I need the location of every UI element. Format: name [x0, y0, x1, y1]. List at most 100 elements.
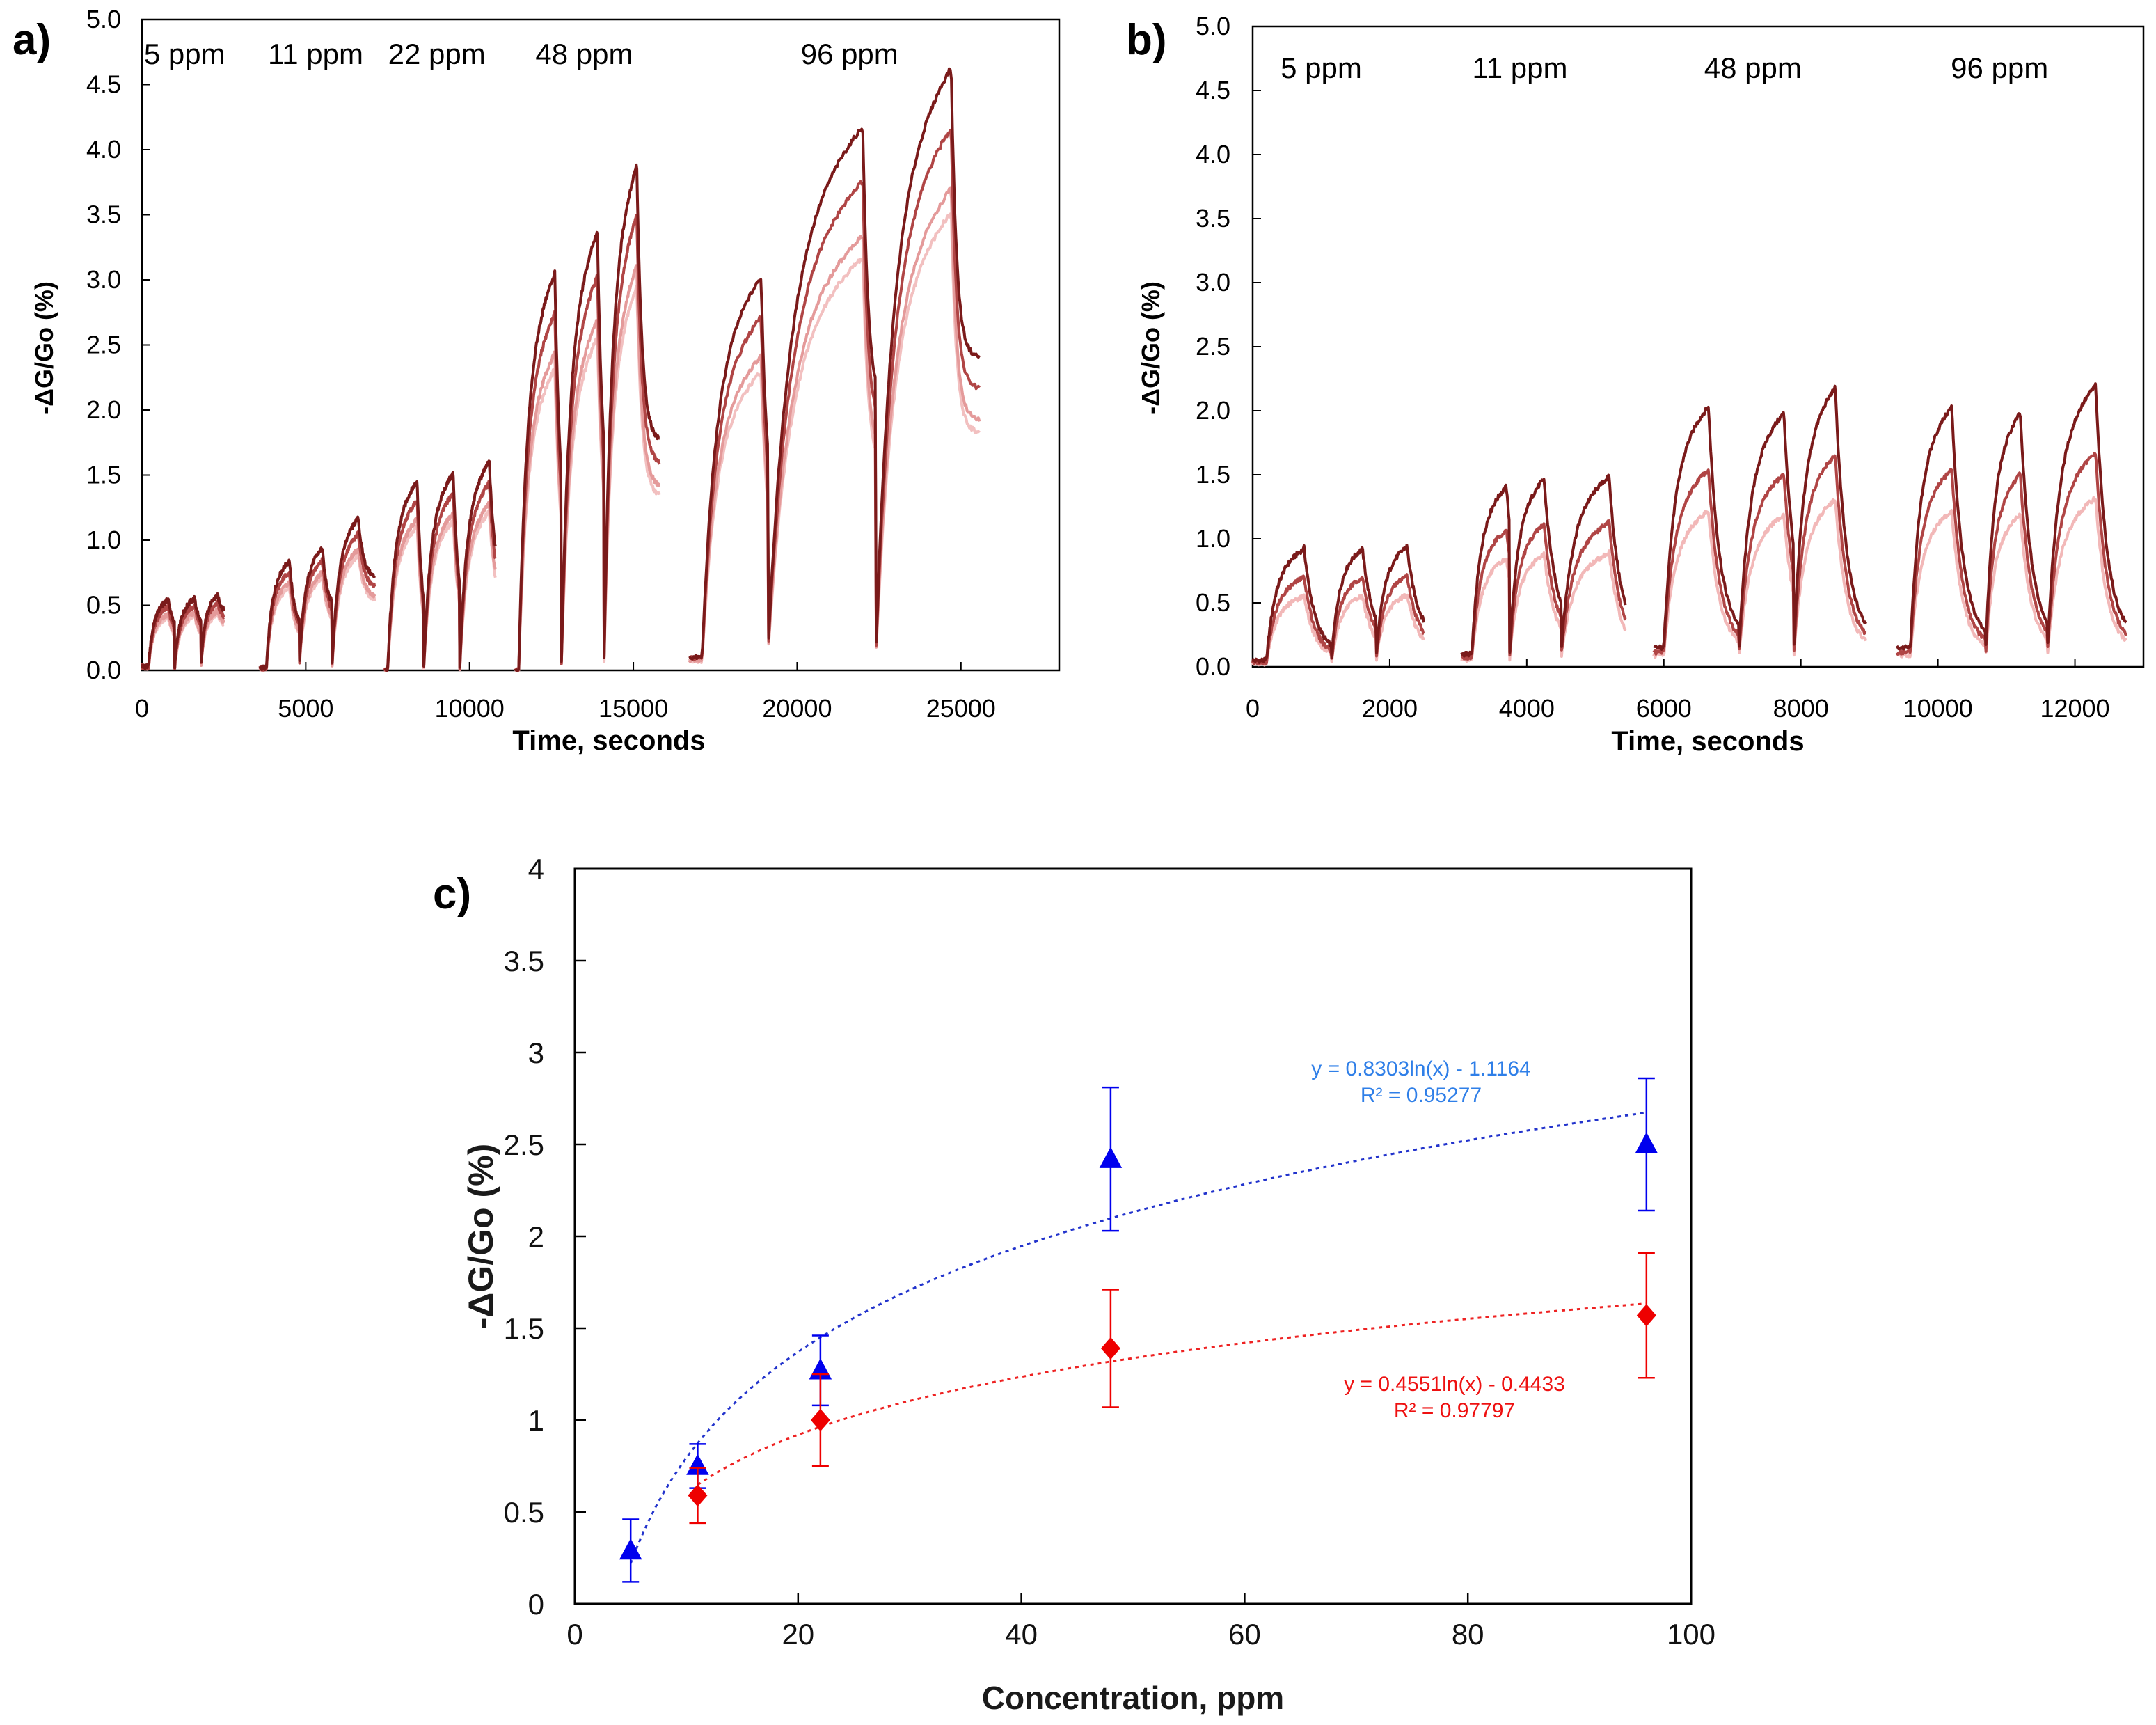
- panel-a-series-1-line: [514, 163, 660, 672]
- panel-c-trendline-1: [629, 1111, 1647, 1564]
- panel-c-y-tick-label: 4: [528, 853, 544, 885]
- panel-b-series-3-line: [1895, 496, 2127, 659]
- panel-a-series-4-line: [258, 552, 376, 672]
- panel-b-y-tick-label: 3.5: [1196, 204, 1230, 233]
- panel-c-triangle-marker: [1099, 1147, 1123, 1168]
- panel-a-y-tick-label: 0.5: [86, 591, 121, 620]
- panel-a-x-tick-label: 15000: [599, 694, 668, 723]
- panel-b-y-tick-label: 0.0: [1196, 652, 1230, 681]
- panel-c-diamond-marker: [688, 1484, 708, 1507]
- panel-a-series-3-line: [514, 264, 661, 672]
- panel-b-series-1-line: [1895, 382, 2127, 651]
- panel-a-concentration-label: 11 ppm: [268, 38, 363, 70]
- panel-b-y-tick-label: 4.5: [1196, 76, 1230, 104]
- panel-a-y-tick-label: 2.0: [86, 395, 121, 424]
- panel-b-series-1-line: [1251, 544, 1426, 664]
- panel-a-concentration-label: 96 ppm: [801, 38, 898, 70]
- panel-a-chart: a) 0.0 0.5 1.0 1.5 2.0 2.5 3.0 3.5 4.0 4.5 5.0 0 500…: [13, 5, 1061, 756]
- panel-a-y-tick-label: 1.0: [86, 526, 121, 554]
- panel-c-plot-frame: [573, 867, 1693, 1605]
- panel-b-concentration-label: 96 ppm: [1951, 52, 2048, 84]
- panel-a-x-tick-label: 20000: [762, 694, 832, 723]
- panel-c-x-tick-label: 100: [1667, 1618, 1715, 1651]
- panel-a-x-axis-title: Time, seconds: [512, 725, 705, 756]
- panel-a-series-3-line: [383, 501, 497, 672]
- panel-a-x-tick-label: 25000: [926, 694, 996, 723]
- panel-b-series-2-line: [1895, 452, 2128, 656]
- panel-c-data-points: [619, 1077, 1658, 1583]
- panel-b-series: [1251, 382, 2128, 667]
- panel-c-chart: c) 00.511.522.533.540 20 40 60 80 100 y = 0.8…: [433, 853, 1715, 1716]
- panel-b-x-tick-label: 0: [1246, 694, 1260, 723]
- panel-b-axes: 0.0 0.5 1.0 1.5 2.0 2.5 3.0 3.5 4.0 4.5 5.0 0 2000 40…: [1196, 12, 2110, 723]
- panel-b-x-axis-title: Time, seconds: [1611, 726, 1804, 757]
- panel-a-series-4-line: [688, 212, 981, 664]
- panel-b-y-tick-label: 3.0: [1196, 268, 1230, 297]
- panel-a-axes: 0.0 0.5 1.0 1.5 2.0 2.5 3.0 3.5 4.0 4.5 5.0 0 5000 10…: [86, 5, 996, 723]
- panel-a-y-tick-label: 3.0: [86, 265, 121, 294]
- panel-c-y-tick-label: 3.5: [504, 945, 544, 977]
- panel-a-label: a): [13, 16, 51, 64]
- panel-c-y-tick-label: 0: [528, 1588, 544, 1621]
- panel-a-series-4-line: [383, 510, 497, 672]
- panel-b-x-tick-label: 12000: [2040, 694, 2109, 723]
- panel-a-series-4-line: [514, 284, 661, 672]
- panel-b-y-axis-title: -ΔG/Go (%): [1136, 281, 1165, 415]
- panel-a-series-1-line: [141, 592, 225, 670]
- panel-a-y-tick-label: 2.5: [86, 331, 121, 359]
- panel-a-y-tick-label: 4.0: [86, 135, 121, 164]
- panel-a-concentration-label: 48 ppm: [535, 38, 633, 70]
- panel-a-series-2-line: [514, 214, 661, 672]
- panel-b-series-3-line: [1652, 498, 1868, 659]
- panel-c-y-tick-label: 1.5: [504, 1312, 544, 1345]
- panel-c-y-tick-label: 1: [528, 1404, 544, 1437]
- panel-c-trendline-2: [697, 1302, 1647, 1486]
- panel-c-x-axis-title: Concentration, ppm: [982, 1680, 1284, 1716]
- panel-c-axes: 00.511.522.533.540 20 40 60 80 100: [504, 853, 1715, 1651]
- panel-c-trendlines: [629, 1111, 1647, 1564]
- panel-b-y-tick-label: 1.0: [1196, 524, 1230, 553]
- panel-b-series-1-line: [1460, 473, 1627, 658]
- panel-c-x-tick-label: 40: [1005, 1618, 1038, 1651]
- panel-b-series-2-line: [1652, 454, 1867, 656]
- panel-a-series-1-line: [688, 67, 981, 661]
- panel-b-series-1-line: [1653, 384, 1868, 651]
- panel-b-label: b): [1126, 16, 1167, 64]
- panel-a-series-2-line: [383, 480, 497, 672]
- panel-b-series-3-line: [1460, 549, 1627, 663]
- panel-a-series-1-line: [383, 459, 497, 672]
- panel-b-chart: b) 0.0 0.5 1.0 1.5 2.0 2.5 3.0 3.5 4.0 4.5 5.0 0 200…: [1126, 12, 2145, 757]
- panel-c-fit-r2-1: R² = 0.95277: [1361, 1084, 1482, 1107]
- panel-a-x-tick-label: 0: [135, 694, 149, 723]
- panel-a-series: [141, 67, 981, 672]
- panel-c-label: c): [433, 870, 471, 918]
- panel-a-concentration-label: 22 ppm: [388, 38, 486, 70]
- panel-a-series-3-line: [258, 547, 376, 672]
- panel-a-series-3-line: [688, 186, 981, 663]
- panel-b-y-tick-label: 2.5: [1196, 332, 1230, 361]
- panel-c-x-tick-label: 80: [1452, 1618, 1484, 1651]
- panel-c-fit-labels: y = 0.8303ln(x) - 1.1164 R² = 0.95277 y = …: [1311, 1057, 1565, 1422]
- panel-b-concentration-labels: 5 ppm 11 ppm 48 ppm 96 ppm: [1281, 52, 2048, 84]
- panel-c-diamond-marker: [810, 1408, 830, 1432]
- panel-a-series-1-line: [258, 515, 376, 672]
- panel-c-triangle-marker: [1635, 1132, 1658, 1153]
- panel-c-x-tick-label: 0: [566, 1618, 582, 1651]
- panel-b-series-3-line: [1251, 593, 1426, 667]
- panel-a-concentration-labels: 5 ppm 11 ppm 22 ppm 48 ppm 96 ppm: [144, 38, 898, 70]
- panel-b-x-tick-label: 2000: [1362, 694, 1418, 723]
- panel-b-y-tick-label: 1.5: [1196, 460, 1230, 489]
- panel-a-x-tick-label: 10000: [435, 694, 505, 723]
- panel-c-diamond-marker: [1100, 1337, 1120, 1360]
- panel-b-x-tick-label: 8000: [1773, 694, 1829, 723]
- panel-b-y-tick-label: 2.0: [1196, 396, 1230, 425]
- panel-a-series-2-line: [258, 530, 376, 672]
- panel-a-y-tick-label: 1.5: [86, 461, 121, 489]
- panel-b-y-tick-label: 5.0: [1196, 12, 1230, 40]
- panel-b-x-tick-label: 4000: [1499, 694, 1555, 723]
- panel-c-diamond-marker: [1636, 1304, 1656, 1327]
- panel-c-fit-equation-2: y = 0.4551ln(x) - 0.4433: [1344, 1373, 1565, 1396]
- panel-b-y-tick-label: 4.0: [1196, 140, 1230, 168]
- panel-c-y-tick-label: 0.5: [504, 1496, 544, 1529]
